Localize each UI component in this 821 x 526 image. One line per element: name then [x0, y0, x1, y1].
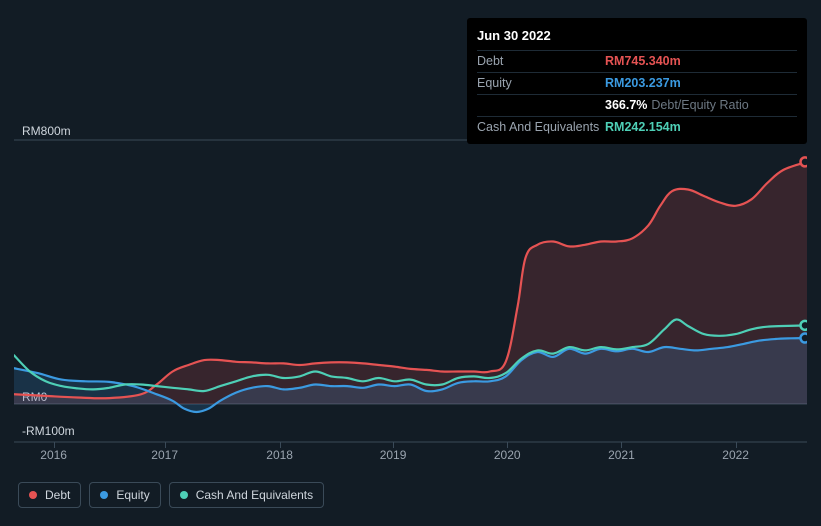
x-axis-label: 2022	[722, 448, 749, 462]
x-axis-label: 2021	[608, 448, 635, 462]
legend-item[interactable]: Equity	[89, 482, 160, 508]
chart-container: Jun 30 2022 DebtRM745.340mEquityRM203.23…	[0, 0, 821, 526]
legend-dot-icon	[29, 491, 37, 499]
tooltip-row-extra: Debt/Equity Ratio	[651, 98, 748, 113]
x-axis-label: 2018	[266, 448, 293, 462]
legend-label: Debt	[45, 488, 70, 502]
x-axis-label: 2017	[151, 448, 178, 462]
x-axis: 2016 2017 2018 2019 2020 2021 2022	[14, 448, 807, 468]
legend-dot-icon	[180, 491, 188, 499]
tooltip-row-label: Debt	[477, 54, 605, 69]
x-axis-label: 2020	[494, 448, 521, 462]
tooltip-row: Cash And EquivalentsRM242.154m	[477, 116, 797, 138]
tooltip-row-value: RM745.340m	[605, 54, 681, 69]
chart-legend: Debt Equity Cash And Equivalents	[18, 482, 324, 508]
tooltip-row-label: Equity	[477, 76, 605, 91]
chart-plot-area[interactable]	[14, 124, 807, 464]
tooltip-date: Jun 30 2022	[477, 26, 797, 50]
tooltip-row-value: RM203.237m	[605, 76, 681, 91]
tooltip-row-label: Cash And Equivalents	[477, 120, 605, 135]
tooltip-row: 366.7% Debt/Equity Ratio	[477, 94, 797, 116]
x-axis-label: 2019	[380, 448, 407, 462]
tooltip-row: DebtRM745.340m	[477, 50, 797, 72]
legend-item[interactable]: Debt	[18, 482, 81, 508]
tooltip-row: EquityRM203.237m	[477, 72, 797, 94]
tooltip-row-value: RM242.154m	[605, 120, 681, 135]
legend-label: Equity	[116, 488, 149, 502]
legend-dot-icon	[100, 491, 108, 499]
legend-label: Cash And Equivalents	[196, 488, 313, 502]
tooltip-row-value: 366.7%	[605, 98, 647, 113]
hover-tooltip: Jun 30 2022 DebtRM745.340mEquityRM203.23…	[467, 18, 807, 144]
legend-item[interactable]: Cash And Equivalents	[169, 482, 324, 508]
x-axis-label: 2016	[40, 448, 67, 462]
